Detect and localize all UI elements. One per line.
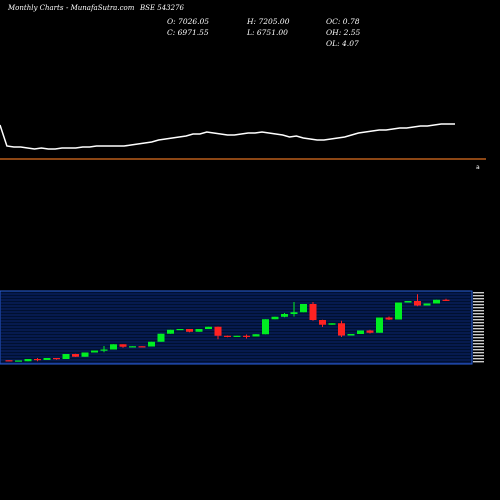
candle-body xyxy=(433,299,440,304)
oc-value: OC: 0.78 xyxy=(326,17,360,26)
candle-body xyxy=(357,330,364,334)
candle-body xyxy=(290,312,298,314)
candle-body xyxy=(157,333,165,342)
close-value: C: 6971.55 xyxy=(167,28,209,37)
candle-body xyxy=(281,314,288,317)
axis-tick-label xyxy=(473,304,484,306)
candle-body xyxy=(138,346,146,348)
candle-body xyxy=(53,358,60,360)
candle-body xyxy=(81,352,89,357)
ol-value: OL: 4.07 xyxy=(326,39,359,48)
axis-tick-label xyxy=(473,325,484,327)
candle-body xyxy=(24,359,32,362)
axis-tick-label xyxy=(473,301,484,303)
price-line xyxy=(0,123,455,150)
candle-body xyxy=(243,335,250,337)
site-name: - MunafaSutra.com xyxy=(66,4,135,12)
candle-body xyxy=(319,320,326,325)
axis-tick-label xyxy=(473,334,484,336)
candle-body xyxy=(91,350,98,353)
candle-body xyxy=(195,329,203,332)
axis-tick-label xyxy=(473,355,484,357)
candle-body xyxy=(366,330,374,333)
axis-tick-label xyxy=(473,292,484,294)
candle-body xyxy=(62,354,70,359)
small-marker: a xyxy=(476,164,480,171)
candle-body xyxy=(110,344,117,350)
candle-body xyxy=(186,329,193,332)
candle-body xyxy=(167,329,174,334)
candle-body xyxy=(309,304,317,320)
candle-body xyxy=(338,323,345,336)
candle-body xyxy=(442,299,450,301)
axis-tick-label xyxy=(473,298,484,300)
axis-tick-label xyxy=(473,313,484,315)
axis-tick-label xyxy=(473,307,484,309)
candle-body xyxy=(129,346,136,348)
candles xyxy=(5,294,450,362)
candle-body xyxy=(385,317,393,320)
axis-tick-label xyxy=(473,346,484,348)
open-value: O: 7026.05 xyxy=(167,17,210,26)
candle-body xyxy=(214,326,222,336)
candle-body xyxy=(328,323,336,325)
candle-body xyxy=(5,360,13,362)
axis-tick-label xyxy=(473,319,484,321)
axis-tick-label xyxy=(473,361,484,363)
axis-tick-label xyxy=(473,310,484,312)
high-value: H: 7205.00 xyxy=(247,17,290,26)
site-brand: Monthly Charts xyxy=(8,4,64,12)
axis-tick-label xyxy=(473,322,484,324)
candle-body xyxy=(43,358,51,360)
axis-tick-label xyxy=(473,328,484,330)
candle-body xyxy=(423,303,431,306)
candle-body xyxy=(34,359,41,361)
candle-body xyxy=(233,335,241,337)
candle-body xyxy=(119,344,127,347)
candle-body xyxy=(72,354,79,357)
candle-body xyxy=(252,334,260,337)
candle-body xyxy=(100,349,108,351)
low-value: L: 6751.00 xyxy=(247,28,288,37)
candle-body xyxy=(414,301,421,306)
candle-body xyxy=(148,341,155,347)
candle-body xyxy=(347,334,355,336)
band-background xyxy=(0,290,473,365)
candle-body xyxy=(262,319,269,335)
axis-tick-label xyxy=(473,349,484,351)
candle-body xyxy=(15,360,22,362)
candle-body xyxy=(404,301,412,303)
axis-tick-label xyxy=(473,316,484,318)
axis-tick-label xyxy=(473,340,484,342)
candle-body xyxy=(395,302,402,320)
candle-body xyxy=(376,317,383,333)
axis-tick-label xyxy=(473,343,484,345)
axis-tick-label xyxy=(473,352,484,354)
axis-tick-label xyxy=(473,295,484,297)
candle-body xyxy=(205,326,212,329)
oh-value: OH: 2.55 xyxy=(326,28,361,37)
axis-tick-label xyxy=(473,331,484,333)
candle-body xyxy=(271,316,279,320)
stock-symbol: BSE 543276 xyxy=(140,4,184,12)
axis-tick-label xyxy=(473,337,484,339)
candle-body xyxy=(224,335,231,337)
candle-body xyxy=(300,304,307,313)
candle-body xyxy=(176,329,184,331)
axis-tick-label xyxy=(473,358,484,360)
